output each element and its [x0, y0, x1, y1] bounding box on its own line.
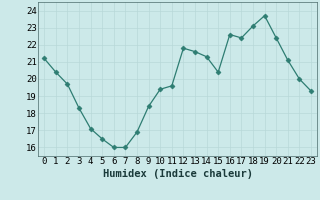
X-axis label: Humidex (Indice chaleur): Humidex (Indice chaleur) [103, 169, 252, 179]
